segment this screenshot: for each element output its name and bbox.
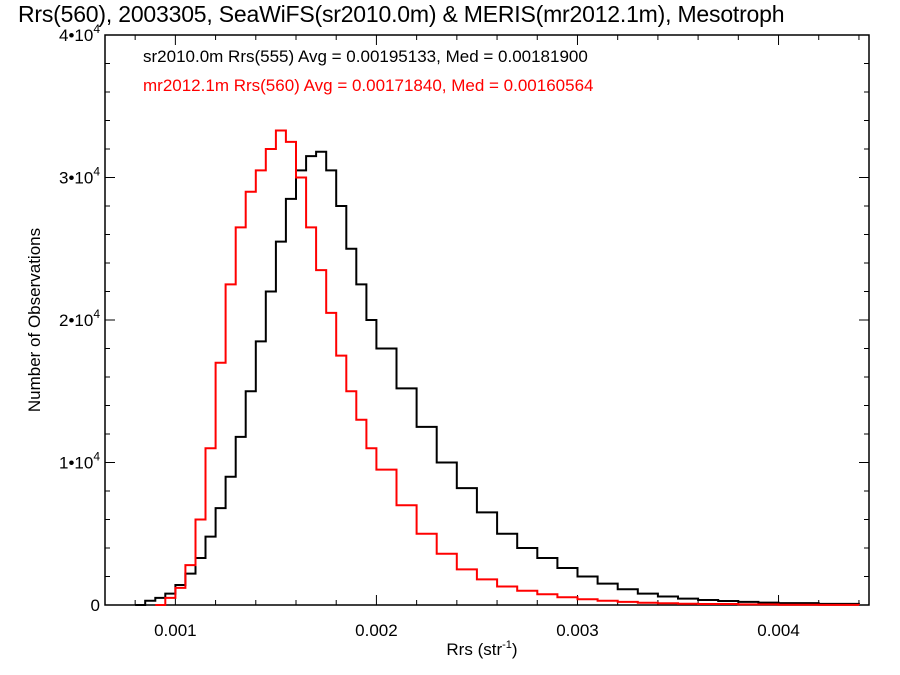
- x-tick-label: 0.001: [154, 621, 197, 640]
- x-tick-label: 0.004: [757, 621, 800, 640]
- series-mr2012-line: [155, 129, 860, 606]
- series-sr2010-line: [135, 150, 860, 606]
- legend-entry-sr2010: sr2010.0m Rrs(555) Avg = 0.00195133, Med…: [143, 47, 588, 66]
- legend-entry-mr2012: mr2012.1m Rrs(560) Avg = 0.00171840, Med…: [143, 76, 594, 95]
- y-tick-label: 3•104: [59, 165, 100, 188]
- x-axis-title: Rrs (str-1): [446, 639, 517, 659]
- y-tick-label: 4•104: [59, 22, 100, 45]
- chart-title: Rrs(560), 2003305, SeaWiFS(sr2010.0m) & …: [18, 1, 785, 27]
- y-axis-title: Number of Observations: [25, 228, 44, 412]
- y-tick-label: 1•104: [59, 450, 100, 473]
- y-tick-label: 0: [91, 596, 100, 615]
- y-tick-label: 2•104: [59, 307, 100, 330]
- x-tick-label: 0.002: [355, 621, 398, 640]
- plot-frame: [104, 34, 870, 606]
- x-tick-label: 0.003: [556, 621, 599, 640]
